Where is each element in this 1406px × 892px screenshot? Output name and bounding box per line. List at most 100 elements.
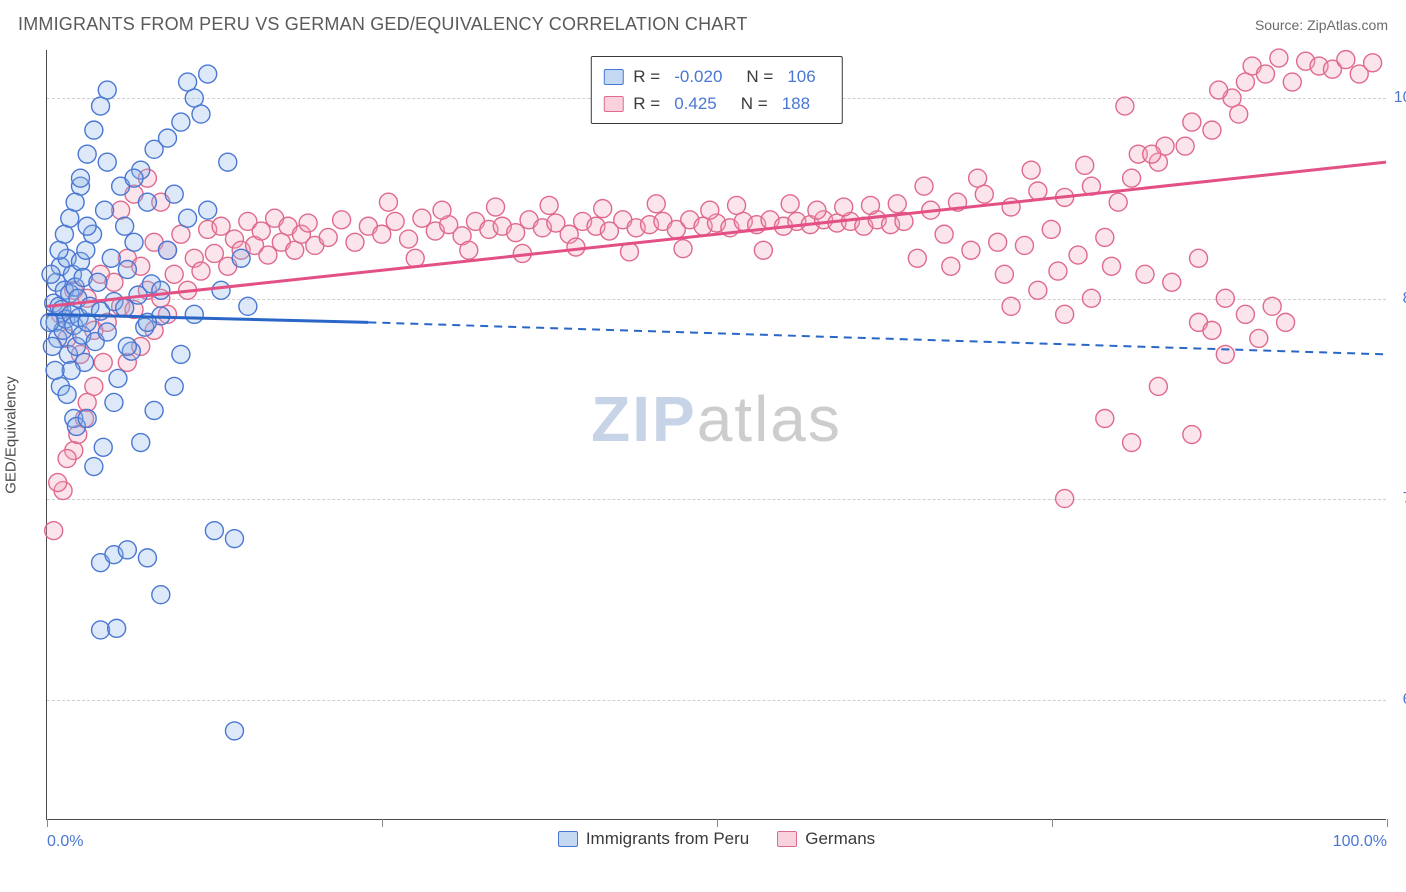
- scatter-point: [78, 393, 96, 411]
- scatter-point: [108, 619, 126, 637]
- scatter-point: [346, 233, 364, 251]
- scatter-point: [66, 193, 84, 211]
- scatter-point: [49, 474, 67, 492]
- scatter-point: [1123, 434, 1141, 452]
- y-tick-label: 87.5%: [1390, 290, 1406, 308]
- scatter-point: [112, 201, 130, 219]
- scatter-point: [152, 281, 170, 299]
- scatter-point: [1364, 54, 1382, 72]
- scatter-point: [192, 105, 210, 123]
- scatter-point: [540, 196, 558, 214]
- scatter-point: [1042, 220, 1060, 238]
- scatter-point: [165, 377, 183, 395]
- scatter-point: [92, 97, 110, 115]
- plot-area: ZIPatlas 62.5%75.0%87.5%100.0% 0.0%100.0…: [47, 50, 1386, 819]
- scatter-point: [1103, 257, 1121, 275]
- scatter-point: [159, 241, 177, 259]
- scatter-point: [118, 337, 136, 355]
- scatter-point: [232, 249, 250, 267]
- scatter-point: [1176, 137, 1194, 155]
- legend-row-germans: R = 0.425 N = 188: [603, 90, 829, 117]
- scatter-point: [165, 265, 183, 283]
- scatter-point: [185, 305, 203, 323]
- scatter-point: [1069, 246, 1087, 264]
- scatter-point: [172, 225, 190, 243]
- legend-item-peru: Immigrants from Peru: [558, 829, 749, 849]
- legend-r-germans: 0.425: [674, 90, 717, 117]
- chart-title: IMMIGRANTS FROM PERU VS GERMAN GED/EQUIV…: [18, 14, 748, 35]
- scatter-point: [975, 185, 993, 203]
- scatter-point: [116, 217, 134, 235]
- chart-canvas: [47, 50, 1386, 819]
- scatter-point: [77, 241, 95, 259]
- swatch-germans: [603, 96, 623, 112]
- scatter-point: [701, 201, 719, 219]
- scatter-point: [1183, 426, 1201, 444]
- scatter-point: [172, 345, 190, 363]
- scatter-point: [71, 169, 89, 187]
- scatter-point: [286, 241, 304, 259]
- series-legend: Immigrants from Peru Germans: [47, 829, 1386, 849]
- scatter-point: [1049, 262, 1067, 280]
- scatter-point: [1123, 169, 1141, 187]
- scatter-point: [62, 361, 80, 379]
- legend-r-peru: -0.020: [674, 63, 722, 90]
- legend-n-key: N =: [741, 90, 768, 117]
- scatter-point: [179, 209, 197, 227]
- y-axis-title: GED/Equivalency: [3, 376, 20, 494]
- scatter-point: [78, 217, 96, 235]
- scatter-point: [1203, 121, 1221, 139]
- scatter-point: [1056, 305, 1074, 323]
- scatter-point: [567, 238, 585, 256]
- scatter-point: [58, 450, 76, 468]
- scatter-point: [1096, 228, 1114, 246]
- x-tick: [1387, 819, 1388, 827]
- scatter-point: [145, 401, 163, 419]
- scatter-point: [1236, 73, 1254, 91]
- scatter-point: [125, 169, 143, 187]
- legend-n-peru: 106: [787, 63, 815, 90]
- scatter-point: [1230, 105, 1248, 123]
- y-tick-label: 100.0%: [1390, 89, 1406, 107]
- scatter-point: [1250, 329, 1268, 347]
- scatter-point: [888, 195, 906, 213]
- scatter-point: [46, 361, 64, 379]
- scatter-point: [460, 241, 478, 259]
- scatter-point: [159, 129, 177, 147]
- regression-line: [47, 162, 1386, 306]
- scatter-point: [45, 522, 63, 540]
- scatter-point: [50, 241, 68, 259]
- scatter-point: [1002, 297, 1020, 315]
- scatter-point: [199, 65, 217, 83]
- legend-item-germans: Germans: [777, 829, 875, 849]
- scatter-point: [1216, 345, 1234, 363]
- source-attribution: Source: ZipAtlas.com: [1255, 17, 1388, 33]
- legend-n-germans: 188: [782, 90, 810, 117]
- scatter-point: [1076, 156, 1094, 174]
- scatter-point: [225, 530, 243, 548]
- scatter-point: [58, 385, 76, 403]
- scatter-point: [1149, 377, 1167, 395]
- x-tick: [717, 819, 718, 827]
- scatter-point: [98, 81, 116, 99]
- scatter-point: [808, 201, 826, 219]
- correlation-legend: R = -0.020 N = 106 R = 0.425 N = 188: [590, 56, 842, 124]
- scatter-point: [333, 211, 351, 229]
- scatter-point: [935, 225, 953, 243]
- scatter-point: [1163, 273, 1181, 291]
- scatter-point: [212, 281, 230, 299]
- scatter-point: [1136, 265, 1154, 283]
- scatter-point: [132, 434, 150, 452]
- scatter-point: [835, 198, 853, 216]
- scatter-point: [1256, 65, 1274, 83]
- scatter-chart: ZIPatlas 62.5%75.0%87.5%100.0% 0.0%100.0…: [46, 50, 1386, 820]
- scatter-point: [942, 257, 960, 275]
- scatter-point: [172, 113, 190, 131]
- scatter-point: [78, 145, 96, 163]
- scatter-point: [61, 209, 79, 227]
- scatter-point: [138, 193, 156, 211]
- scatter-point: [989, 233, 1007, 251]
- scatter-point: [1337, 51, 1355, 69]
- scatter-point: [43, 337, 61, 355]
- scatter-point: [98, 153, 116, 171]
